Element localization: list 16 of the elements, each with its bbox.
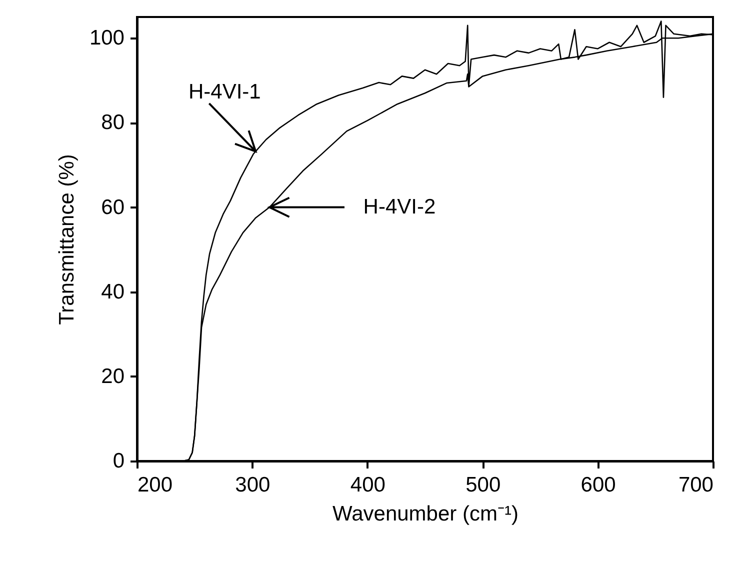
y-tick-label: 60 xyxy=(101,196,124,219)
legend-label: H-4VI-2 xyxy=(363,195,436,218)
x-tick-label: 500 xyxy=(466,474,501,496)
x-tick-label: 200 xyxy=(138,474,173,496)
x-tick-label: 700 xyxy=(678,474,714,496)
y-tick-label: 100 xyxy=(89,26,124,50)
x-tick-label: 400 xyxy=(350,474,386,496)
y-tick-label: 40 xyxy=(101,280,124,304)
x-tick-label: 300 xyxy=(235,474,270,496)
y-tick-label: 0 xyxy=(112,450,124,472)
x-axis-title: Wavenumber (cm⁻¹) xyxy=(332,502,518,526)
y-tick-label: 80 xyxy=(101,111,124,134)
series-label: H-4VI-1 xyxy=(188,80,261,104)
y-axis-title: Transmittance (%) xyxy=(55,154,78,325)
y-tick-label: 20 xyxy=(101,364,124,388)
x-tick-label: 600 xyxy=(580,474,616,496)
